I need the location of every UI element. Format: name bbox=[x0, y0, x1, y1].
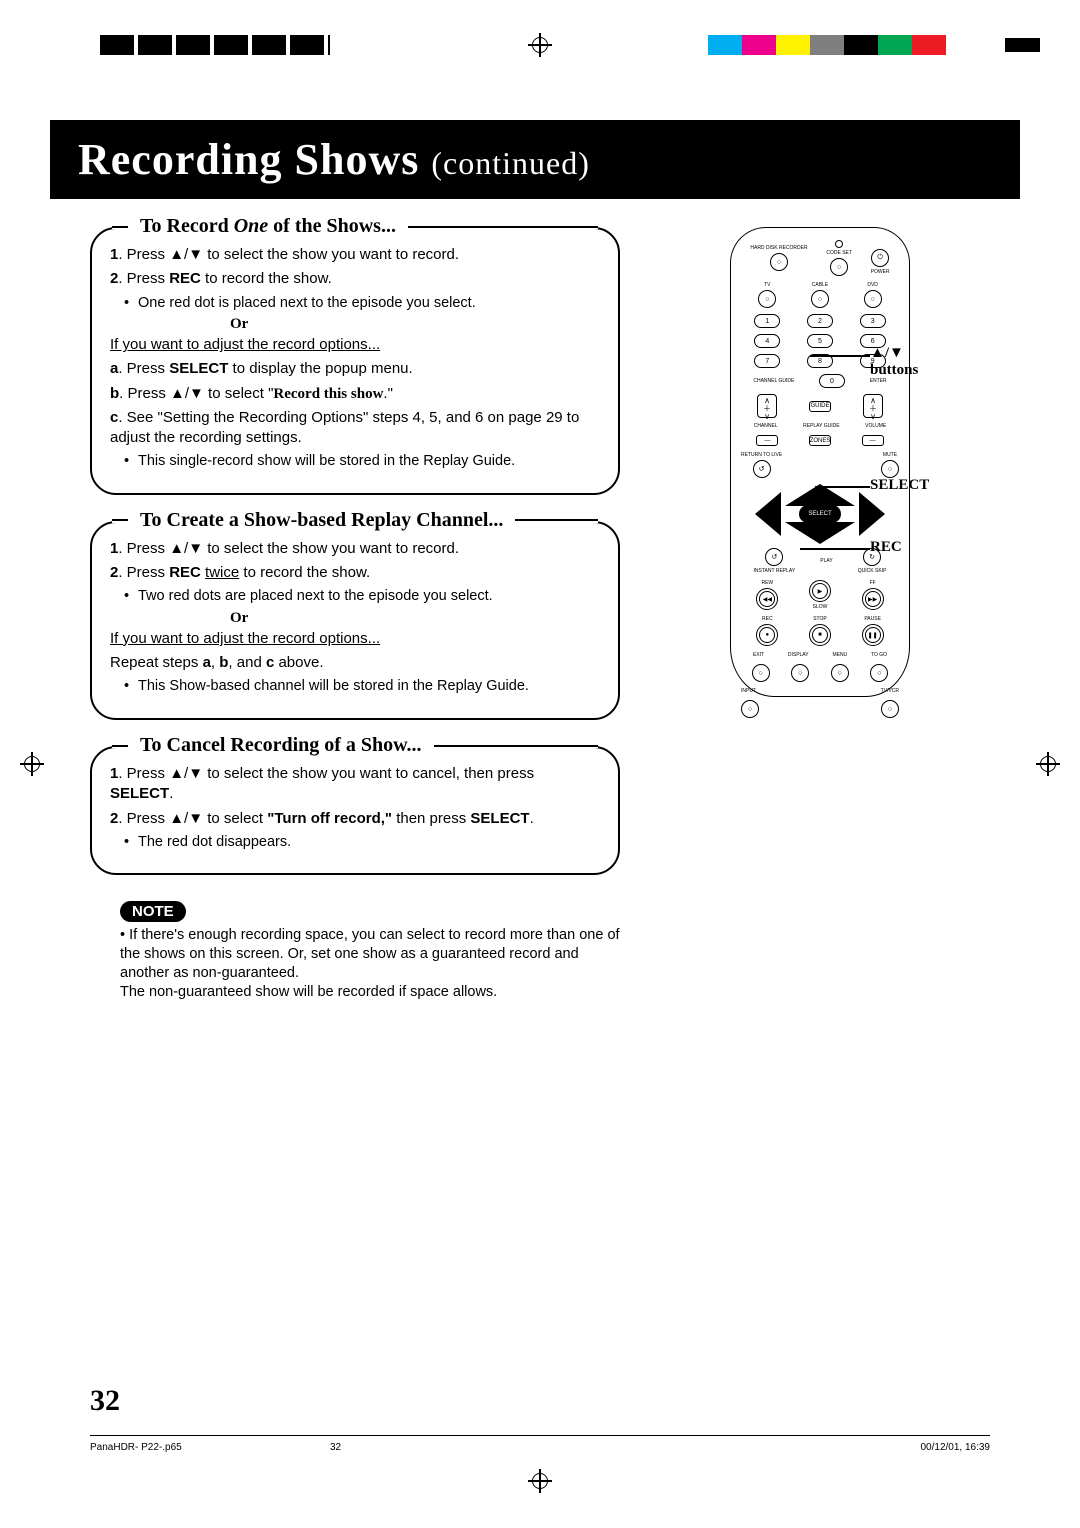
note-badge: NOTE bbox=[120, 901, 186, 922]
repeat-steps: Repeat steps a, b, and c above. bbox=[110, 653, 600, 673]
callout-buttons: ▲/▼buttons bbox=[870, 345, 918, 379]
page-title: Recording Shows bbox=[78, 135, 431, 184]
footer-timestamp: 00/12/01, 16:39 bbox=[920, 1442, 990, 1453]
step: 2. Press REC twice to record the show. bbox=[110, 563, 600, 583]
step: 1. Press ▲/▼ to select the show you want… bbox=[110, 245, 600, 265]
adjust-options: If you want to adjust the record options… bbox=[110, 336, 380, 353]
print-registration-right bbox=[1036, 752, 1060, 776]
page-title-continued: (continued) bbox=[431, 145, 590, 181]
remote-diagram: HARD DISK RECORDER○ CODE SET○ .⏻POWER TV… bbox=[730, 227, 910, 697]
substep: b. Press ▲/▼ to select "Record this show… bbox=[110, 384, 600, 404]
footer-file: PanaHDR- P22-.p65 bbox=[90, 1442, 182, 1453]
print-registration-bottom bbox=[528, 1469, 552, 1493]
footer: PanaHDR- P22-.p65 32 00/12/01, 16:39 bbox=[90, 1435, 990, 1453]
step: 2. Press ▲/▼ to select "Turn off record,… bbox=[110, 809, 600, 829]
section-title: To Cancel Recording of a Show... bbox=[136, 734, 426, 757]
section-record-one: To Record One of the Shows... 1. Press ▲… bbox=[90, 227, 620, 495]
print-registration-top bbox=[60, 35, 1020, 65]
or-label: Or bbox=[110, 610, 600, 627]
page-number: 32 bbox=[90, 1384, 120, 1418]
or-label: Or bbox=[110, 316, 600, 333]
note-text: If there's enough recording space, you c… bbox=[90, 926, 620, 1001]
section-cancel-recording: To Cancel Recording of a Show... 1. Pres… bbox=[90, 746, 620, 875]
step: 1. Press ▲/▼ to select the show you want… bbox=[110, 539, 600, 559]
section-title: To Record One of the Shows... bbox=[136, 215, 400, 238]
bullet: This single-record show will be stored i… bbox=[110, 452, 600, 472]
substep: a. Press SELECT to display the popup men… bbox=[110, 359, 600, 379]
step: 1. Press ▲/▼ to select the show you want… bbox=[110, 764, 600, 805]
section-title: To Create a Show-based Replay Channel... bbox=[136, 509, 507, 532]
bullet: This Show-based channel will be stored i… bbox=[110, 677, 600, 697]
substep: c. See "Setting the Recording Options" s… bbox=[110, 408, 600, 449]
step: 2. Press REC to record the show. bbox=[110, 269, 600, 289]
section-show-based-channel: To Create a Show-based Replay Channel...… bbox=[90, 521, 620, 720]
print-registration-left bbox=[20, 752, 44, 776]
bullet: The red dot disappears. bbox=[110, 833, 600, 853]
bullet: Two red dots are placed next to the epis… bbox=[110, 587, 600, 607]
callout-select: SELECT bbox=[870, 477, 929, 494]
bullet: One red dot is placed next to the episod… bbox=[110, 294, 600, 314]
callout-rec: REC bbox=[870, 539, 902, 556]
remote-dpad: SELECT bbox=[755, 484, 885, 544]
footer-page: 32 bbox=[330, 1442, 341, 1453]
note-section: NOTE If there's enough recording space, … bbox=[90, 901, 620, 1001]
page-title-bar: Recording Shows (continued) bbox=[50, 120, 1020, 199]
adjust-options: If you want to adjust the record options… bbox=[110, 630, 380, 647]
